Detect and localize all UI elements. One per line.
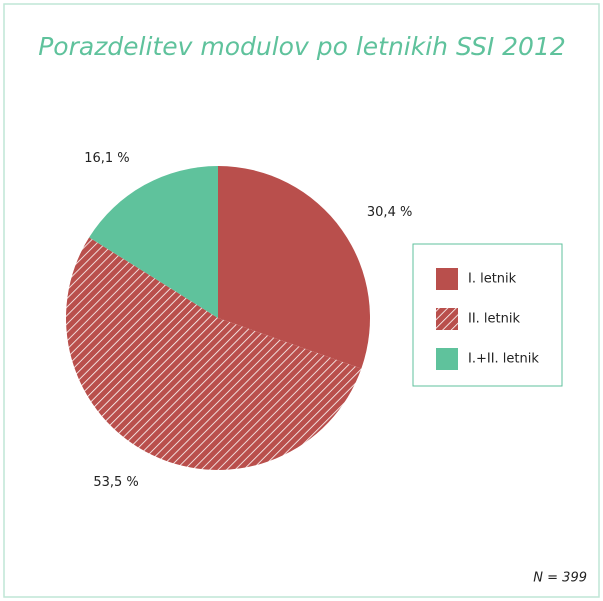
pie-slice [218,166,370,369]
legend-label: I.+II. letnik [468,352,539,367]
pie-slice [65,237,362,470]
data-label: 53,5 % [93,475,138,490]
pie-slice [89,166,218,318]
data-label: 30,4 % [367,205,412,220]
legend-swatch [436,268,458,290]
data-label: 16,1 % [84,151,129,166]
legend-swatch [436,308,458,330]
legend-label: II. letnik [468,312,520,327]
legend-swatch [436,348,458,370]
legend-label: I. letnik [468,272,517,287]
chart-title: Porazdelitev modulov po letnikih SSI 201… [38,32,566,61]
annotation: N = 399 [533,571,587,586]
